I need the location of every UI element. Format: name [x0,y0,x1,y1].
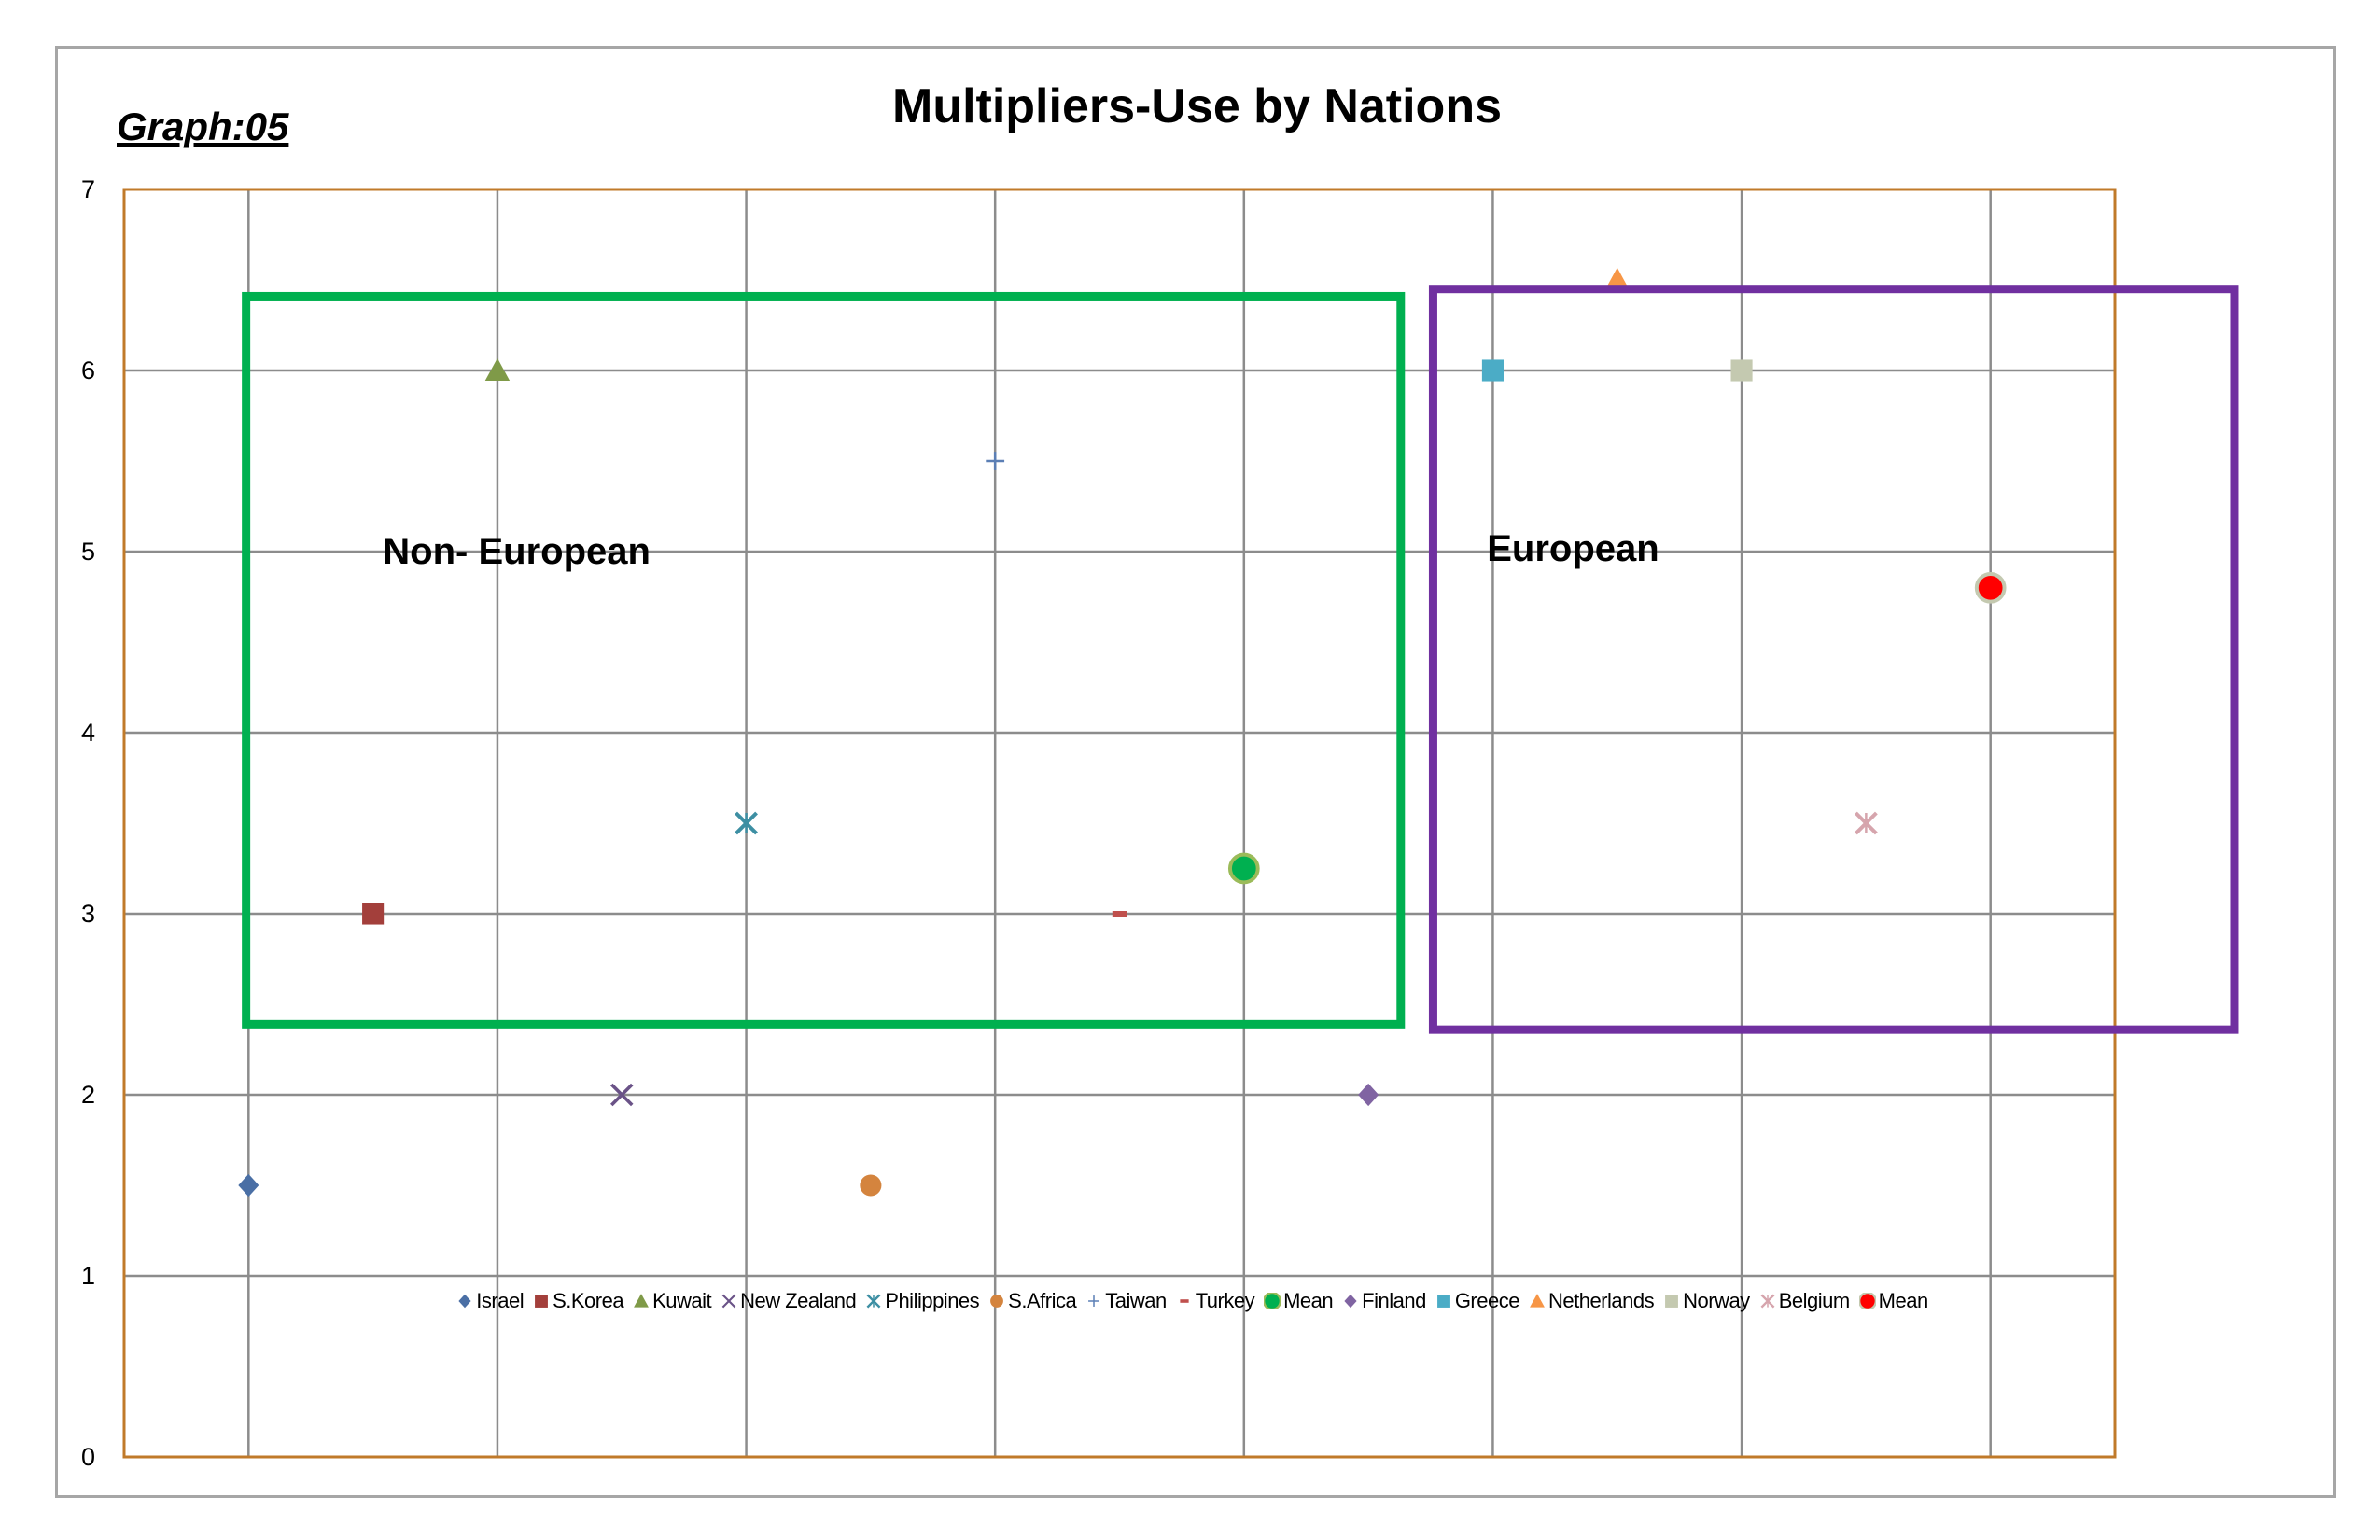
legend-item-finland: Finland [1342,1289,1426,1313]
point-israel [238,1173,259,1197]
legend-marker-shape [535,1295,549,1308]
legend-marker-shape [1530,1294,1545,1308]
point-new-zealand [610,1083,634,1107]
legend-marker [1088,1295,1100,1307]
legend-marker-shape [1088,1295,1100,1307]
legend-item-philippines: Philippines [865,1289,980,1313]
point-netherlands [1604,267,1630,290]
point-mean [1227,852,1260,885]
legend-marker-shape [721,1294,736,1309]
legend-marker [1436,1295,1450,1308]
legend-marker-shape [866,1294,881,1309]
legend-label: Kuwait [652,1289,712,1312]
point-turkey [1112,911,1127,917]
legend-marker-shape [458,1294,471,1309]
point-taiwan [986,452,1005,470]
legend-marker [1858,1293,1876,1309]
legend-marker [1665,1295,1679,1308]
legend-marker-shape [990,1295,1004,1308]
y-tick-label: 0 [81,1443,95,1471]
legend-label: S.Korea [553,1289,624,1312]
legend-label: Finland [1362,1289,1426,1312]
legend-marker-shape [1264,1293,1281,1309]
legend-item-mean: Mean [1858,1289,1929,1313]
point-s-korea [362,903,385,925]
legend-marker-shape [1436,1295,1450,1308]
y-tick-labels: 0 1 2 3 4 5 6 7 [81,175,95,1471]
legend-item-netherlands: Netherlands [1529,1289,1655,1313]
legend-label: New Zealand [740,1289,857,1312]
point-norway [1730,359,1753,382]
legend-label: S.Africa [1008,1289,1077,1312]
legend-item-belgium: Belgium [1759,1289,1850,1313]
legend-marker-shape [1180,1299,1189,1303]
chart-frame [55,46,2336,1498]
legend-marker [1760,1294,1775,1309]
annotation-box-non-european-label: Non- European [383,531,651,572]
point-s-africa [860,1174,882,1197]
legend-label: Turkey [1195,1289,1255,1312]
graph-label: Graph:05 [117,105,289,148]
legend-marker-shape [634,1294,649,1308]
legend-label: Mean [1283,1289,1334,1312]
grid-layer [124,189,2115,1457]
plot-area-border [122,188,2117,1459]
legend-marker [1264,1293,1281,1309]
legend-marker-shape [1760,1294,1775,1309]
legend-label: Netherlands [1547,1289,1655,1312]
legend-marker [721,1294,736,1309]
y-tick-label: 5 [81,538,95,566]
chart-title: Multipliers-Use by Nations [892,79,1502,133]
legend-item-taiwan: Taiwan [1085,1289,1167,1313]
legend-label: Israel [476,1289,525,1312]
legend-marker [1180,1299,1189,1303]
point-philippines [735,811,758,835]
legend-label: Greece [1454,1289,1520,1312]
point-belgium [1854,811,1878,835]
annotation-box-european-label: European [1487,528,1659,569]
y-tick-label: 3 [81,900,95,928]
data-points [238,267,2007,1197]
y-tick-label: 4 [81,719,95,747]
legend-marker-shape [1665,1295,1679,1308]
plot-border [122,188,2117,1459]
legend-label: Mean [1878,1289,1929,1312]
legend-item-mean: Mean [1264,1289,1334,1313]
legend-item-turkey: Turkey [1176,1289,1255,1313]
legend-marker-shape [1858,1293,1876,1309]
legend-marker [1530,1294,1545,1308]
point-greece [1481,359,1504,382]
legend-marker-shape [1344,1294,1357,1309]
point-kuwait [484,357,511,381]
annotation-boxes: Non- European European [242,285,2239,1034]
legend-label: Norway [1683,1289,1750,1312]
y-tick-label: 2 [81,1081,95,1109]
legend-label: Philippines [885,1289,980,1312]
y-tick-label: 1 [81,1262,95,1290]
chart-legend: Israel S.Korea Kuwait New Zealand Philippine… [0,1289,2380,1315]
legend-item-kuwait: Kuwait [633,1289,712,1313]
annotation-box-european [1428,285,2239,1034]
legend-item-new-zealand: New Zealand [721,1289,857,1313]
y-tick-label: 6 [81,357,95,385]
point-mean [1974,571,2007,604]
legend-marker [1344,1294,1357,1309]
legend-item-greece: Greece [1435,1289,1519,1313]
legend-marker [990,1295,1004,1308]
legend-item-s-africa: S.Africa [988,1289,1077,1313]
legend-item-israel: Israel [456,1289,525,1313]
y-tick-label: 7 [81,175,95,203]
legend-label: Belgium [1778,1289,1850,1312]
legend-item-norway: Norway [1663,1289,1750,1313]
legend-marker [866,1294,881,1309]
annotation-box-non-european [242,291,1406,1029]
legend-marker [535,1295,549,1308]
legend-marker [458,1294,471,1309]
legend-label: Taiwan [1105,1289,1167,1312]
point-finland [1358,1083,1379,1107]
legend-item-s-korea: S.Korea [533,1289,624,1313]
legend-marker [634,1294,649,1308]
